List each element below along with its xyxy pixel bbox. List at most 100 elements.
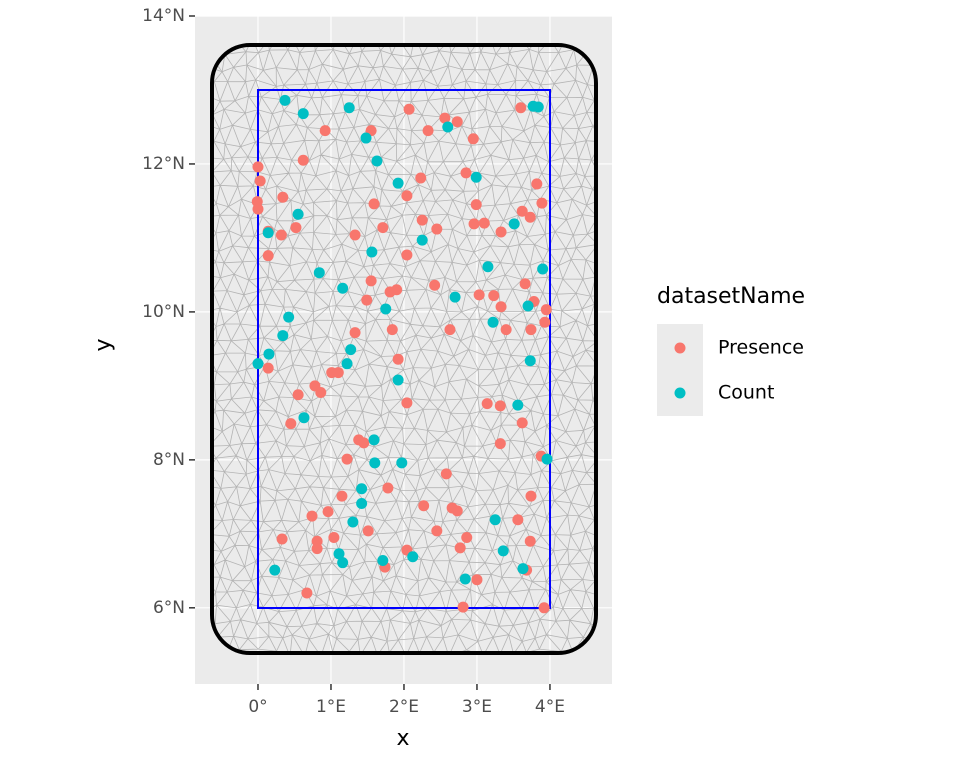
point [277, 191, 289, 203]
point [328, 532, 340, 544]
point [540, 304, 552, 316]
point [277, 330, 289, 342]
point [431, 223, 443, 235]
point [366, 246, 378, 258]
point [401, 397, 413, 409]
mesh [212, 45, 596, 653]
point [494, 438, 506, 450]
y-tick-label: 6°N [153, 598, 185, 618]
point [269, 564, 281, 576]
point [358, 437, 370, 449]
point [315, 387, 327, 399]
legend-key [674, 387, 686, 399]
point [471, 574, 483, 586]
legend-label: Presence [718, 337, 804, 359]
point [473, 289, 485, 301]
point [416, 214, 428, 226]
point [489, 514, 501, 526]
point [298, 412, 310, 424]
point [377, 222, 389, 234]
legend-label: Count [718, 382, 774, 404]
point [313, 267, 325, 279]
point [519, 278, 531, 290]
point [524, 355, 536, 367]
point [380, 303, 392, 315]
point [301, 587, 313, 599]
point [449, 291, 461, 303]
point [407, 551, 419, 563]
point [254, 175, 266, 187]
point [292, 389, 304, 401]
point [347, 516, 359, 528]
point [382, 482, 394, 494]
study-area [257, 89, 551, 609]
x-axis-label: x [396, 726, 409, 751]
point [478, 217, 490, 229]
point [431, 525, 443, 537]
point [538, 602, 550, 614]
point [512, 399, 524, 411]
point [422, 125, 434, 137]
point [396, 457, 408, 469]
point [262, 250, 274, 262]
point [497, 545, 509, 557]
point [444, 324, 456, 336]
mesh-lines [212, 45, 596, 653]
point [415, 172, 427, 184]
point [460, 167, 472, 179]
point [532, 101, 544, 113]
point [356, 497, 368, 509]
point [356, 483, 368, 495]
point [337, 557, 349, 569]
point [360, 132, 372, 144]
point [369, 457, 381, 469]
point [470, 199, 482, 211]
point [392, 374, 404, 386]
point [311, 543, 323, 555]
point [333, 548, 345, 560]
point [508, 218, 520, 230]
point [500, 324, 512, 336]
y-tick-label: 14°N [142, 6, 185, 26]
point [454, 542, 466, 554]
point [362, 525, 374, 537]
point [392, 353, 404, 365]
point [341, 453, 353, 465]
point [531, 178, 543, 190]
point [290, 222, 302, 234]
point [337, 282, 349, 294]
point [439, 112, 451, 124]
axes: 0° 1°E 2°E 3°E 4°E 6°N 8°N 10°N 12°N 14°N [142, 6, 565, 717]
point [279, 94, 291, 106]
point [442, 121, 454, 133]
point [345, 344, 357, 356]
point [457, 601, 469, 613]
point [467, 133, 479, 145]
point [263, 348, 275, 360]
point [349, 229, 361, 241]
point [332, 367, 344, 379]
point [481, 398, 493, 410]
point [524, 535, 536, 547]
point [522, 300, 534, 312]
point [495, 301, 507, 313]
point [470, 171, 482, 183]
point [252, 358, 264, 370]
legend: Presence Count [657, 324, 804, 416]
point [512, 514, 524, 526]
point [392, 177, 404, 189]
x-tick-label: 1°E [316, 697, 346, 717]
point [487, 316, 499, 328]
point [391, 284, 403, 296]
point [494, 400, 506, 412]
boundary [210, 43, 598, 655]
point [341, 358, 353, 370]
point [319, 125, 331, 137]
point [368, 434, 380, 446]
point [451, 116, 463, 128]
point [262, 227, 274, 239]
point [495, 226, 507, 238]
point [525, 324, 537, 336]
point [361, 294, 373, 306]
point [386, 324, 398, 336]
